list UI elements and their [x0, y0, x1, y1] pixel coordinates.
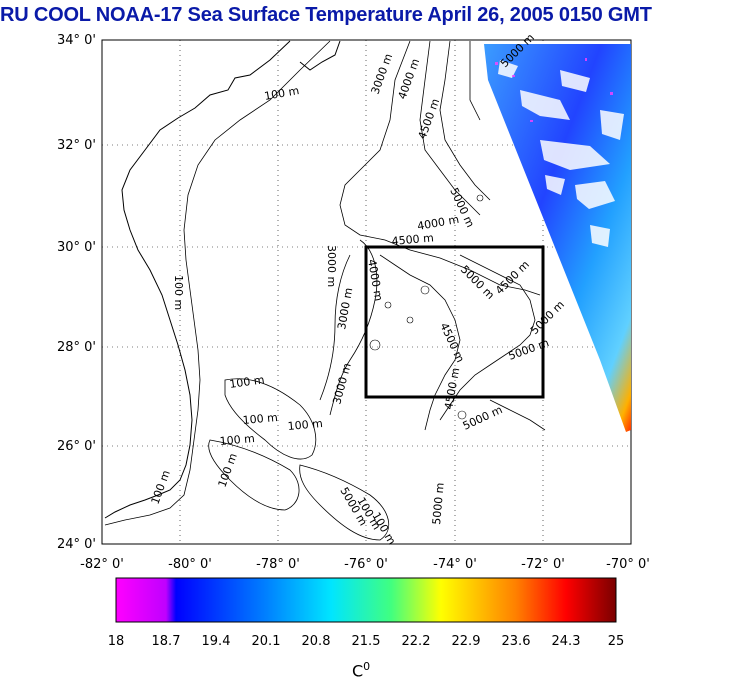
- map-title: RU COOL NOAA-17 Sea Surface Temperature …: [0, 4, 652, 26]
- colorbar-tick-label: 20.1: [252, 634, 281, 649]
- lat-label: 30° 0': [57, 240, 96, 255]
- contour-label: 100 m: [242, 411, 278, 427]
- contour-label: 3000 m: [325, 245, 338, 287]
- colorbar-tick-label: 23.6: [502, 634, 531, 649]
- contour-label: 100 m: [172, 275, 185, 310]
- seamount-contours: [369, 194, 484, 420]
- contour-label: 4500 m: [391, 231, 434, 248]
- contour-label: 5000 m: [430, 482, 447, 525]
- colorbar-tick-label: 19.4: [202, 634, 231, 649]
- colorbar-tick-label: 22.2: [402, 634, 431, 649]
- unit-superscript: 0: [363, 660, 371, 673]
- lat-label: 24° 0': [57, 537, 96, 552]
- isobath-deep: [319, 40, 546, 431]
- lon-label: -78° 0': [256, 557, 300, 572]
- lon-label: -80° 0': [168, 557, 212, 572]
- colorbar-tick-label: 20.8: [302, 634, 331, 649]
- contour-label: 100 m: [263, 84, 300, 103]
- colorbar-tick-label: 25: [608, 634, 625, 649]
- colorbar-unit-label: C0: [352, 660, 370, 680]
- colorbar: [115, 577, 617, 623]
- lon-label: -72° 0': [521, 557, 565, 572]
- lat-label: 32° 0': [57, 138, 96, 153]
- lon-label: -76° 0': [344, 557, 388, 572]
- coastline: [104, 40, 341, 519]
- colorbar-ticks: 18 18.7 19.4 20.1 20.8 21.5 22.2 22.9 23.6 24.3 25: [108, 634, 625, 649]
- colorbar-tick-label: 21.5: [352, 634, 381, 649]
- study-area-box: [364, 245, 545, 399]
- contour-label: 100 m: [287, 417, 323, 433]
- isobath-100m: [104, 40, 390, 541]
- lat-label: 26° 0': [57, 439, 96, 454]
- colorbar-tick-label: 18.7: [152, 634, 181, 649]
- lat-label: 28° 0': [57, 340, 96, 355]
- colorbar-tick-label: 22.9: [452, 634, 481, 649]
- contour-label: 100 m: [229, 373, 266, 391]
- contour-label: 100 m: [219, 432, 255, 448]
- lon-label: -74° 0': [433, 557, 477, 572]
- lat-label: 34° 0': [57, 33, 96, 48]
- unit-text: C: [352, 661, 364, 680]
- colorbar-tick-label: 18: [108, 634, 125, 649]
- lon-label: -82° 0': [80, 557, 124, 572]
- latitude-labels: 34° 0' 32° 0' 30° 0' 28° 0' 26° 0' 24° 0…: [57, 33, 96, 552]
- lon-label: -70° 0': [606, 557, 650, 572]
- longitude-labels: -82° 0' -80° 0' -78° 0' -76° 0' -74° 0' …: [80, 557, 650, 572]
- sst-satellite-swath: [484, 44, 631, 432]
- colorbar-tick-label: 24.3: [552, 634, 581, 649]
